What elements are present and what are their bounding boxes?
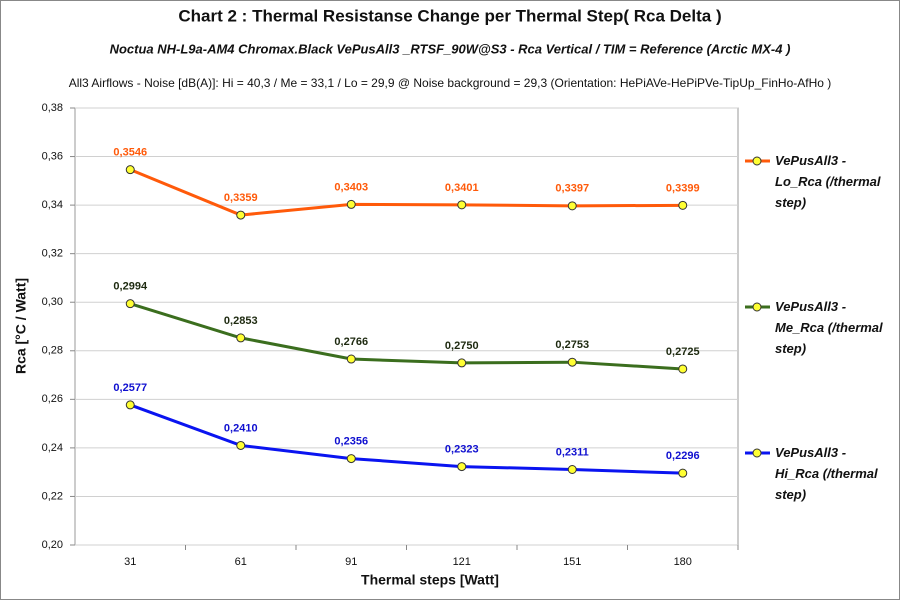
x-axis-title: Thermal steps [Watt] — [361, 572, 499, 588]
marker — [125, 400, 135, 410]
x-tick-label: 31 — [124, 556, 136, 568]
marker — [567, 357, 577, 367]
marker — [678, 200, 688, 210]
legend-label: VePusAll3 - Hi_Rca (/thermal step) — [775, 445, 878, 502]
data-label: 0,2766 — [334, 336, 368, 348]
legend-label: VePusAll3 - Lo_Rca (/thermal step) — [775, 153, 881, 210]
x-tick-label: 121 — [453, 556, 471, 568]
data-label: 0,2296 — [666, 450, 700, 462]
data-label: 0,3403 — [334, 181, 368, 193]
marker — [457, 462, 467, 472]
series-line — [129, 403, 683, 475]
x-tick-label: 91 — [345, 556, 357, 568]
x-tick-label: 180 — [674, 556, 692, 568]
series-line — [129, 168, 683, 217]
y-axis-title: Rca [°C / Watt] — [13, 278, 29, 374]
data-label: 0,2356 — [334, 435, 368, 447]
marker — [567, 464, 577, 474]
marker — [125, 299, 135, 309]
marker — [567, 201, 577, 211]
marker — [457, 358, 467, 368]
data-label: 0,3546 — [113, 147, 147, 159]
legend-marker — [752, 156, 762, 166]
data-label: 0,2750 — [445, 340, 479, 352]
chart-note: All3 Airflows - Noise [dB(A)]: Hi = 40,3… — [69, 76, 832, 90]
y-tick-label: 0,34 — [42, 199, 63, 211]
data-label: 0,2725 — [666, 346, 700, 358]
chart-title: Chart 2 : Thermal Resistanse Change per … — [178, 6, 721, 25]
data-label: 0,2323 — [445, 443, 479, 455]
data-label: 0,2577 — [113, 382, 147, 394]
data-label: 0,3399 — [666, 182, 700, 194]
y-tick-label: 0,26 — [42, 393, 63, 405]
y-tick-label: 0,20 — [42, 539, 63, 551]
marker — [125, 165, 135, 175]
marker — [457, 200, 467, 210]
data-label: 0,2311 — [556, 446, 589, 458]
y-tick-label: 0,22 — [42, 490, 63, 502]
data-label: 0,3359 — [224, 192, 258, 204]
data-label: 0,2994 — [113, 281, 148, 293]
marker — [346, 199, 356, 209]
chart-subtitle: Noctua NH-L9a-AM4 Chromax.Black VePusAll… — [110, 41, 791, 56]
y-tick-label: 0,30 — [42, 296, 63, 308]
y-tick-label: 0,38 — [42, 102, 63, 114]
data-label: 0,3397 — [555, 183, 589, 195]
marker — [678, 468, 688, 478]
x-tick-label: 61 — [235, 556, 247, 568]
marker — [678, 364, 688, 374]
y-tick-label: 0,36 — [42, 150, 63, 162]
legend-marker — [752, 448, 762, 458]
legend-label: VePusAll3 - Me_Rca (/thermal step) — [775, 299, 883, 356]
y-tick-label: 0,28 — [42, 345, 63, 357]
y-tick-label: 0,24 — [42, 442, 63, 454]
marker — [346, 354, 356, 364]
x-tick-label: 151 — [563, 556, 581, 568]
y-tick-label: 0,32 — [42, 248, 63, 260]
marker — [346, 454, 356, 464]
data-label: 0,2753 — [555, 339, 589, 351]
data-label: 0,3401 — [445, 182, 479, 194]
marker — [236, 210, 246, 220]
series-line — [129, 302, 683, 371]
marker — [236, 440, 246, 450]
marker — [236, 333, 246, 343]
legend-marker — [752, 302, 762, 312]
data-label: 0,2410 — [224, 422, 258, 434]
data-label: 0,2853 — [224, 315, 258, 327]
